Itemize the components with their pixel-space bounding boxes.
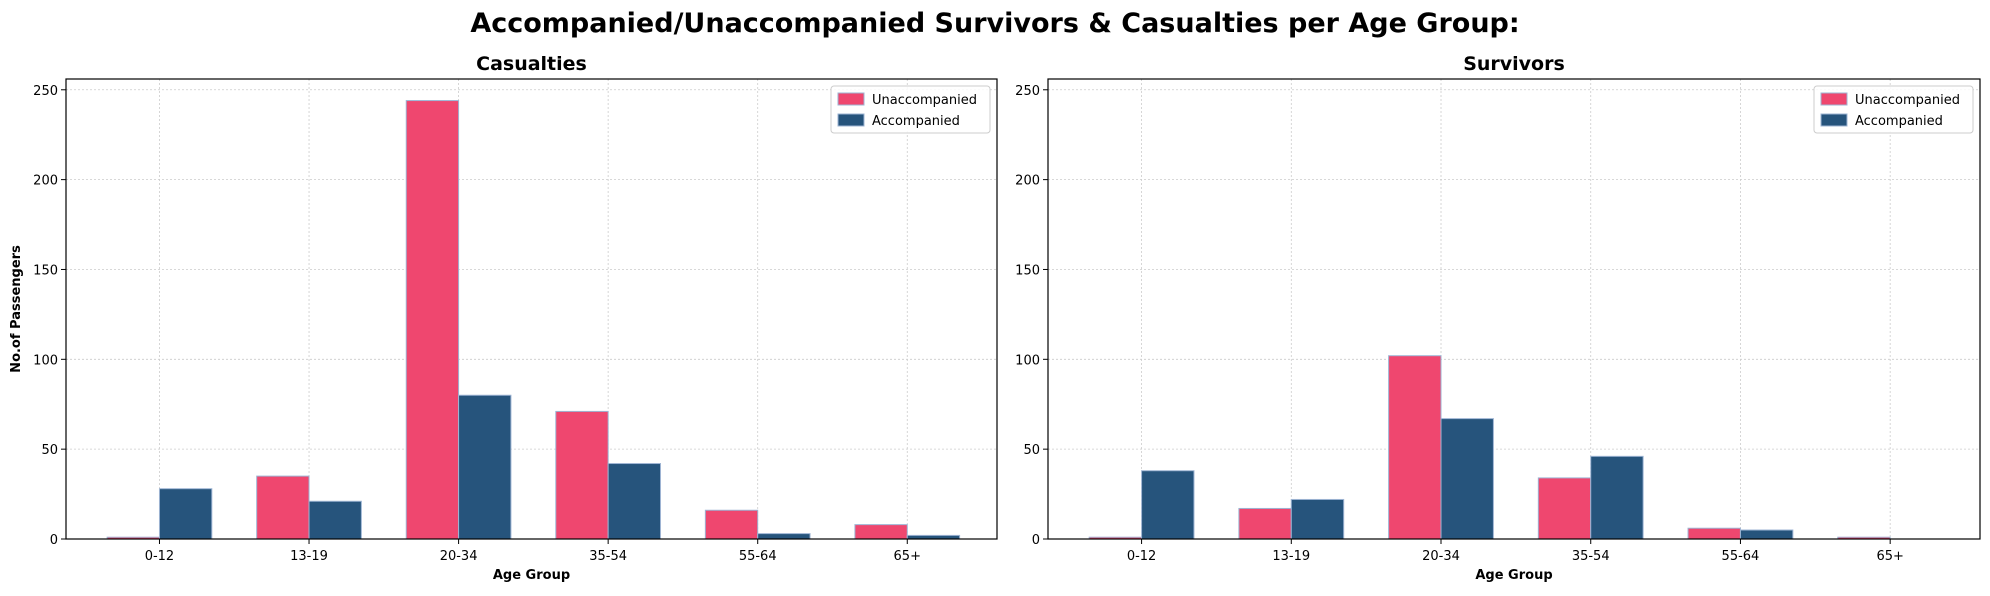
y-tick-label: 50 [41,443,58,458]
x-tick-label: 0-12 [145,549,175,564]
bar-accompanied-55-64 [757,533,811,540]
legend-swatch-accompanied [837,113,865,127]
bar-unaccompanied-13-19 [256,475,310,540]
bar-unaccompanied-20-34 [1388,355,1442,540]
y-tick-label: 150 [33,263,58,278]
x-tick-label: 13-19 [290,549,328,564]
bar-accompanied-13-19 [1290,498,1345,540]
bar-unaccompanied-65+ [854,524,908,540]
y-tick-label: 200 [33,174,58,189]
legend-swatch-unaccompanied [837,92,865,106]
bar-unaccompanied-35-54 [555,410,609,540]
bar-accompanied-20-34 [458,394,512,540]
y-tick-label: 0 [1032,533,1040,548]
y-tick-label: 0 [50,533,58,548]
y-tick-label: 100 [33,353,58,368]
bar-accompanied-13-19 [308,500,362,540]
bar-accompanied-55-64 [1739,529,1794,540]
x-axis-label: Age Group [493,568,570,583]
axes-frame [65,78,998,540]
y-axis-label: No.of Passengers [9,245,24,373]
legend-swatch-unaccompanied [1820,92,1848,106]
bar-accompanied-35-54 [1590,455,1644,540]
bar-accompanied-0-12 [158,488,213,540]
y-tick-label: 250 [33,84,58,99]
x-tick-label: 20-34 [1422,549,1460,564]
bar-unaccompanied-55-64 [704,509,759,540]
y-tick-label: 250 [1015,84,1040,99]
legend-box [830,85,991,134]
legend-label-accompanied: Accompanied [872,114,960,129]
bar-unaccompanied-20-34 [405,100,460,540]
bar-accompanied-20-34 [1440,418,1494,540]
bar-accompanied-0-12 [1141,470,1195,540]
bar-unaccompanied-35-54 [1537,477,1592,540]
figure-title: Accompanied/Unaccompanied Survivors & Ca… [470,8,1519,39]
x-tick-label: 65+ [894,549,921,564]
bar-unaccompanied-55-64 [1687,527,1741,540]
x-tick-label: 35-54 [1572,549,1610,564]
subplot-title: Casualties [476,53,587,75]
y-tick-label: 100 [1015,353,1040,368]
axes-frame [1047,78,1981,540]
y-tick-label: 150 [1015,263,1040,278]
x-tick-label: 55-64 [1722,549,1760,564]
legend-swatch-accompanied [1820,113,1848,127]
x-tick-label: 13-19 [1272,549,1310,564]
x-tick-label: 20-34 [440,549,478,564]
x-axis-label: Age Group [1475,568,1552,583]
y-tick-label: 200 [1015,174,1040,189]
x-tick-label: 35-54 [589,549,627,564]
x-tick-label: 65+ [1876,549,1903,564]
legend-label-unaccompanied: Unaccompanied [872,93,977,108]
x-tick-label: 55-64 [739,549,777,564]
subplot-title: Survivors [1463,53,1565,75]
x-tick-label: 0-12 [1127,549,1157,564]
y-tick-label: 50 [1023,443,1040,458]
legend-box [1813,85,1974,134]
bar-unaccompanied-13-19 [1238,507,1292,540]
legend-label-accompanied: Accompanied [1855,114,1943,129]
legend-label-unaccompanied: Unaccompanied [1855,93,1960,108]
bar-accompanied-35-54 [607,463,661,540]
